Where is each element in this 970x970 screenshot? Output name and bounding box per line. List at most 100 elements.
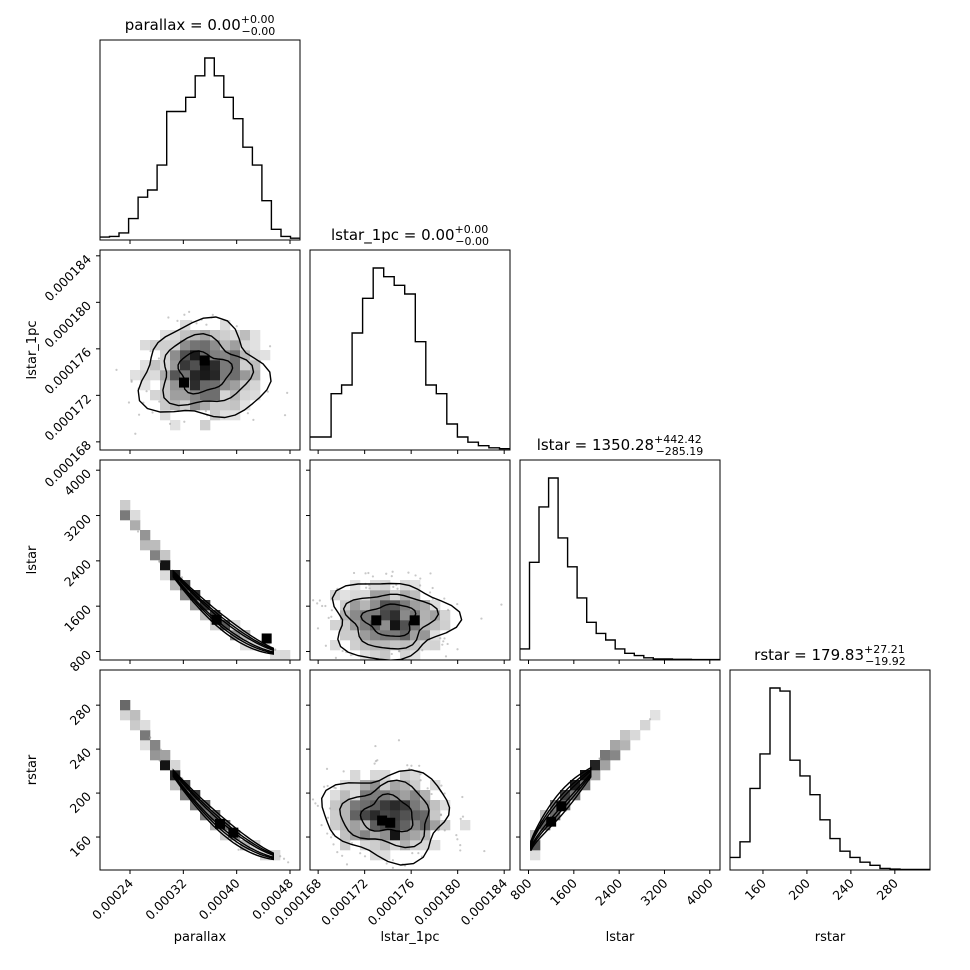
density-cell [250,380,261,391]
density-cell [130,510,141,521]
sample-point [393,671,395,673]
hist-bar-lstar_1pc-13 [447,424,458,450]
sample-point [183,313,186,316]
hist-bar-parallax-6 [157,165,167,240]
contour-level-0 [137,316,272,419]
density-cell [410,580,421,591]
sample-point [326,832,329,835]
density-cell [190,340,201,351]
sample-point [127,401,131,404]
sample-point [390,652,393,656]
hist-outline-lstar_1pc [310,267,510,450]
density-cell [390,790,401,801]
density-cell [250,330,261,341]
density-cell [460,820,471,831]
hist-bar-parallax-13 [224,97,234,240]
axes-1-0 [96,249,301,454]
density-cell [220,390,231,401]
sample-point [320,824,323,827]
density-cell [230,370,241,381]
sample-point [390,575,393,578]
density-cell [170,420,181,431]
sample-point [385,572,388,575]
panel-lstar_1pc-rstar [311,739,486,869]
sample-point [368,584,371,587]
density-cell [370,830,381,841]
sample-point [345,863,349,866]
sample-point [459,817,462,820]
hist-bar-lstar_1pc-9 [405,294,416,450]
density-cell [400,610,411,621]
density-cell [210,360,221,371]
density-cell [220,410,231,421]
contour-level-2 [359,793,414,833]
sample-point [282,857,286,860]
density-cell [370,580,381,591]
sample-point [316,804,319,807]
density-cell [180,330,191,341]
density-cell [250,390,261,401]
density-cell [170,390,181,401]
density-cell [370,650,381,660]
density-cell [150,740,161,751]
density-cell [250,340,261,351]
density-cell [370,590,381,601]
y-tick-label-lstar_1pc: 0.000176 [41,344,94,397]
contour-level-0 [320,769,451,866]
density-cell [220,400,231,411]
hist-bar-lstar_1pc-14 [457,437,468,450]
sample-point [598,757,601,760]
sample-point [363,855,367,858]
density-cell [160,410,171,421]
density-cell [160,370,171,381]
sample-point [430,792,433,796]
density-cell [410,780,421,791]
sample-point [302,640,304,642]
axes-frame [519,459,721,661]
hist-bar-parallax-18 [271,229,281,240]
x-axis-label-lstar: lstar [606,930,635,945]
density-cell [350,770,361,781]
density-cell [350,600,361,611]
sample-point [158,400,161,403]
title-lstar_1pc: lstar_1pc = 0.00+0.00 −0.00 [331,223,489,248]
density-cell [220,340,231,351]
hist-bar-lstar_1pc-12 [436,394,447,450]
density-cell [360,800,371,811]
density-cell [400,830,411,841]
sample-point [324,644,327,647]
density-cell [400,840,411,851]
contour-level-1 [342,593,440,650]
x-tick-label-parallax: 0.00024 [89,875,136,922]
density-cell [420,800,431,811]
sample-point [428,591,432,594]
density-cell [590,760,601,771]
density-cell [200,330,211,341]
density-peak [385,817,396,828]
density-cell [630,730,641,741]
sample-point [446,608,450,611]
y-axis-label-lstar_1pc: lstar_1pc [25,321,40,380]
density-cell [400,600,411,611]
hist-bar-lstar-7 [587,622,597,660]
density-cell [530,850,541,861]
density-cell [200,380,211,391]
density-cell [420,630,431,641]
density-cell [230,340,241,351]
sample-point [456,602,459,606]
density-cell [220,320,231,331]
sample-point [204,410,207,413]
sample-point [411,852,414,855]
sample-point [334,656,338,659]
hist-bar-parallax-9 [186,97,196,240]
hist-bar-lstar-8 [596,633,606,660]
density-cell [350,580,361,591]
density-cell [150,390,161,401]
density-cell [650,710,661,721]
density-cell [400,820,411,831]
sample-point [268,345,272,348]
density-cell [400,780,411,791]
density-cell [380,830,391,841]
sample-point [391,570,394,573]
density-cell [430,630,441,641]
